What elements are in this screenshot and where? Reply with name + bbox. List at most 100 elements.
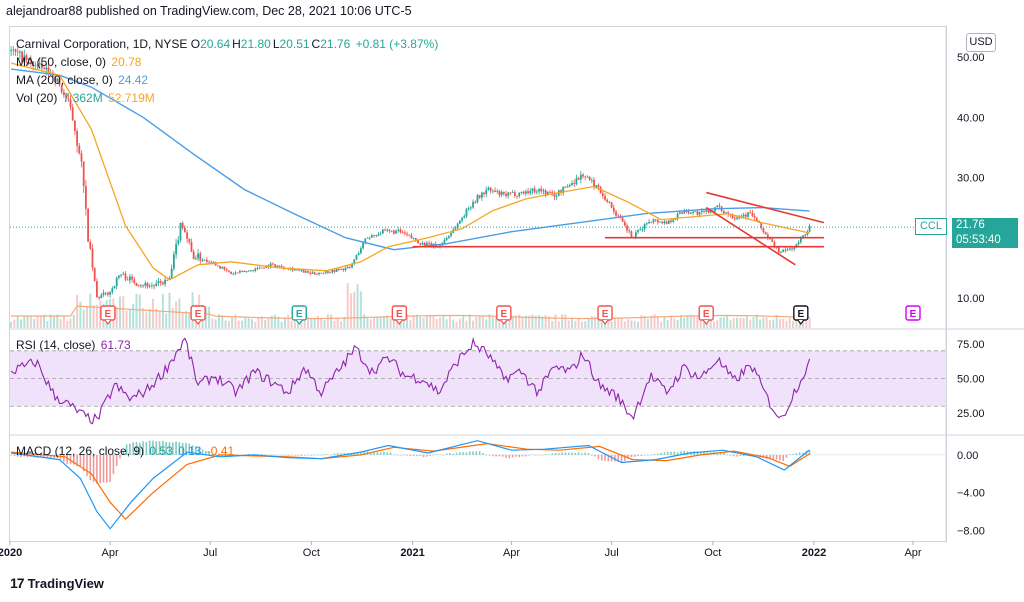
volume-bar	[13, 319, 16, 328]
volume-bar	[633, 320, 636, 328]
volume-bar	[541, 316, 544, 328]
candle-body	[307, 271, 309, 273]
volume-bar	[92, 305, 95, 328]
macd-hist-bar	[340, 453, 342, 455]
candle-body	[641, 229, 644, 231]
macd-hist-bar	[478, 451, 481, 455]
candle-body	[65, 95, 67, 99]
y-tick-label-price: 10.00	[957, 293, 985, 305]
ma200-line	[11, 68, 810, 251]
volume-bar	[373, 318, 376, 328]
candle-body	[278, 265, 281, 267]
legend-macd-v3: -0.41	[206, 444, 235, 458]
macd-hist-bar	[274, 454, 276, 456]
macd-hist-bar	[808, 450, 811, 455]
tradingview-logo[interactable]: 17 TradingView	[10, 575, 104, 591]
legend-change: +0.81 (+3.87%)	[355, 37, 439, 51]
candle-body	[793, 247, 796, 250]
legend-macd-v1: 0.53	[149, 444, 173, 458]
candle-body	[315, 274, 318, 275]
candle-body	[784, 249, 787, 251]
candle-body	[32, 61, 34, 67]
candle-body	[40, 62, 43, 69]
volume-bar	[759, 319, 762, 328]
candle-body	[333, 269, 336, 272]
candle-body	[232, 273, 235, 275]
candle-body	[172, 254, 175, 269]
event-marker-pointer	[395, 319, 403, 325]
candle-body	[654, 219, 657, 221]
volume-bar	[755, 314, 758, 328]
candle-body	[511, 192, 514, 193]
candle-body	[687, 211, 690, 214]
candle-body	[755, 217, 758, 222]
candle-body	[531, 188, 534, 191]
candle-body	[293, 269, 296, 271]
volume-bar	[455, 321, 458, 328]
volume-bar	[686, 315, 689, 328]
candle-body	[197, 253, 199, 259]
candle-body	[483, 192, 485, 195]
volume-bar	[231, 317, 234, 328]
macd-hist-bar	[548, 454, 550, 456]
macd-hist-bar	[323, 454, 326, 455]
volume-bar	[808, 318, 811, 328]
volume-bar	[792, 321, 795, 328]
volume-bar	[600, 315, 603, 328]
candle-body	[461, 218, 463, 221]
volume-bar	[709, 315, 712, 328]
candle-body	[208, 261, 210, 263]
volume-bar	[679, 315, 682, 328]
candle-body	[562, 186, 565, 193]
event-marker-letter: E	[602, 309, 609, 320]
legend-symbol: Carnival Corporation, 1D, NYSE	[16, 37, 188, 51]
volume-bar	[752, 317, 755, 328]
candle-body	[428, 242, 430, 244]
currency-button[interactable]: USD	[966, 33, 996, 52]
volume-bar	[587, 318, 590, 328]
candle-body	[634, 232, 637, 237]
candle-body	[95, 281, 98, 298]
volume-bar	[85, 305, 88, 328]
volume-bar	[501, 321, 504, 328]
candle-body	[370, 235, 373, 238]
candle-body	[766, 234, 769, 239]
candle-body	[698, 212, 701, 215]
volume-bar	[66, 320, 69, 328]
candle-body	[579, 174, 582, 180]
candle-body	[153, 285, 155, 287]
macd-hist-bar	[145, 442, 148, 455]
macd-hist-bar	[409, 454, 412, 457]
macd-hist-bar	[402, 454, 405, 456]
macd-hist-bar	[96, 454, 98, 484]
volume-bar	[221, 315, 224, 328]
candle-body	[469, 207, 472, 209]
macd-hist-bar	[178, 442, 181, 455]
event-marker-letter: E	[105, 309, 112, 320]
volume-bar	[729, 320, 732, 328]
volume-bar	[326, 314, 329, 328]
candle-body	[67, 98, 70, 100]
volume-bar	[264, 320, 267, 328]
volume-bar	[214, 319, 217, 328]
candle-body	[566, 186, 569, 188]
candle-body	[56, 78, 59, 82]
macd-hist-bar	[119, 454, 121, 459]
volume-bar	[554, 314, 557, 328]
volume-bar	[76, 294, 79, 328]
candle-body	[194, 258, 197, 260]
event-marker-box	[905, 305, 921, 321]
candle-body	[665, 221, 668, 224]
macd-hist-bar	[600, 454, 603, 461]
macd-hist-bar	[462, 452, 464, 455]
volume-bar	[452, 319, 455, 328]
event-marker: E	[597, 305, 613, 325]
volume-ma-line	[11, 305, 810, 320]
candle-body	[379, 233, 382, 235]
volume-bar	[650, 315, 653, 328]
candle-body	[637, 230, 639, 233]
volume-bar	[148, 308, 151, 328]
candle-body	[135, 283, 138, 286]
macd-hist-bar	[429, 454, 431, 456]
